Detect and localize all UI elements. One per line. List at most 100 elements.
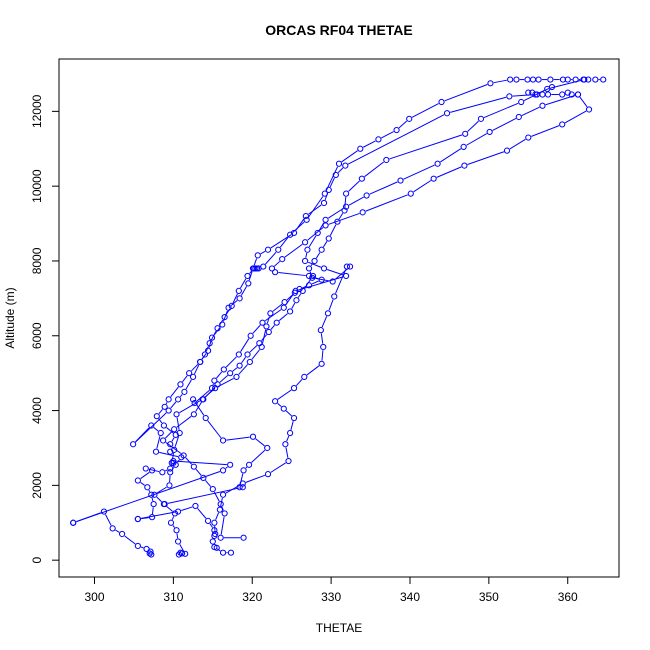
data-point	[341, 207, 348, 214]
series-line-segment	[225, 466, 228, 469]
data-point	[166, 482, 173, 489]
data-point	[159, 469, 166, 476]
data-point	[157, 429, 164, 437]
series-line-segment	[310, 263, 313, 267]
data-point	[214, 381, 221, 388]
data-point	[142, 465, 149, 472]
series-line-segment	[215, 512, 220, 520]
data-point	[592, 76, 599, 83]
data-point	[143, 545, 150, 553]
data-point	[247, 332, 254, 339]
series-line-segment	[335, 269, 347, 294]
data-point	[286, 308, 294, 315]
series-line-segment	[413, 180, 432, 193]
series-line-segment	[140, 546, 144, 549]
series-line-segment	[141, 511, 175, 519]
data-point	[299, 287, 306, 294]
data-point	[320, 199, 328, 207]
data-point	[202, 414, 209, 422]
x-tick-label: 330	[321, 590, 341, 604]
data-point	[301, 257, 309, 265]
series-line-segment	[179, 394, 183, 398]
y-tick-label: 8000	[30, 247, 44, 274]
data-point	[190, 411, 197, 418]
series-line-segment	[197, 508, 207, 519]
data-point	[190, 463, 197, 470]
data-point	[227, 461, 234, 468]
data-point	[322, 216, 329, 223]
series-line-segment	[329, 177, 335, 188]
data-point	[275, 246, 282, 253]
data-point	[235, 351, 242, 358]
x-tick-label: 360	[558, 590, 578, 604]
series-line-segment	[165, 402, 168, 405]
series-line-segment	[278, 313, 288, 321]
data-point	[397, 177, 404, 184]
data-point	[220, 366, 227, 373]
series-line-segment	[315, 252, 321, 259]
data-point	[249, 433, 257, 440]
y-tick-label: 6000	[30, 322, 44, 349]
series-7	[161, 91, 582, 508]
data-point	[331, 293, 338, 300]
series-line-segment	[216, 371, 223, 379]
series-line-segment	[135, 412, 167, 443]
data-point	[329, 278, 336, 285]
data-point	[236, 362, 243, 369]
data-point	[227, 370, 234, 377]
data-point	[148, 551, 155, 558]
series-line-segment	[191, 363, 199, 372]
series-line-segment	[328, 208, 344, 219]
data-point	[208, 334, 216, 341]
series-line-segment	[550, 79, 582, 89]
data-point	[191, 399, 198, 407]
data-point	[189, 373, 197, 381]
series-line-segment	[270, 324, 275, 330]
series-line-segment	[205, 480, 212, 487]
series-line-segment	[177, 459, 180, 463]
data-point	[568, 91, 575, 98]
series-line-segment	[467, 151, 505, 165]
data-point	[178, 550, 186, 557]
data-point	[346, 263, 354, 270]
series-line-segment	[381, 131, 394, 139]
series-line-segment	[207, 420, 222, 439]
data-point	[286, 429, 294, 437]
data-point	[342, 203, 350, 210]
data-point	[503, 147, 511, 154]
series-line-segment	[195, 401, 202, 412]
series-line-segment	[251, 449, 266, 463]
series-line-segment	[172, 525, 175, 528]
data-point	[264, 444, 271, 452]
data-point	[273, 319, 280, 326]
series-line-segment	[171, 467, 175, 470]
data-point	[285, 457, 292, 465]
data-point	[109, 525, 116, 532]
data-point	[177, 381, 184, 388]
data-point	[216, 506, 224, 513]
series-line-segment	[148, 468, 160, 473]
series-line-segment	[201, 353, 207, 360]
data-point	[325, 186, 332, 194]
data-point	[175, 551, 182, 558]
data-point	[259, 319, 266, 326]
data-point	[506, 93, 513, 100]
series-line-segment	[240, 286, 248, 296]
data-point	[211, 543, 218, 551]
data-point	[148, 422, 155, 429]
data-point	[236, 295, 243, 302]
series-line-segment	[348, 114, 445, 165]
series-line-segment	[221, 506, 224, 511]
series-line-segment	[261, 334, 268, 342]
series-line-segment	[272, 303, 283, 312]
series-line-segment	[270, 462, 287, 473]
series-line-segment	[124, 535, 136, 545]
data-point	[246, 358, 253, 366]
series-2	[70, 457, 234, 526]
series-line-segment	[185, 457, 193, 465]
series-line-segment	[255, 438, 265, 447]
data-point	[407, 190, 414, 197]
series-line-segment	[291, 302, 296, 309]
series-line-segment	[521, 106, 540, 117]
data-point	[165, 407, 172, 414]
